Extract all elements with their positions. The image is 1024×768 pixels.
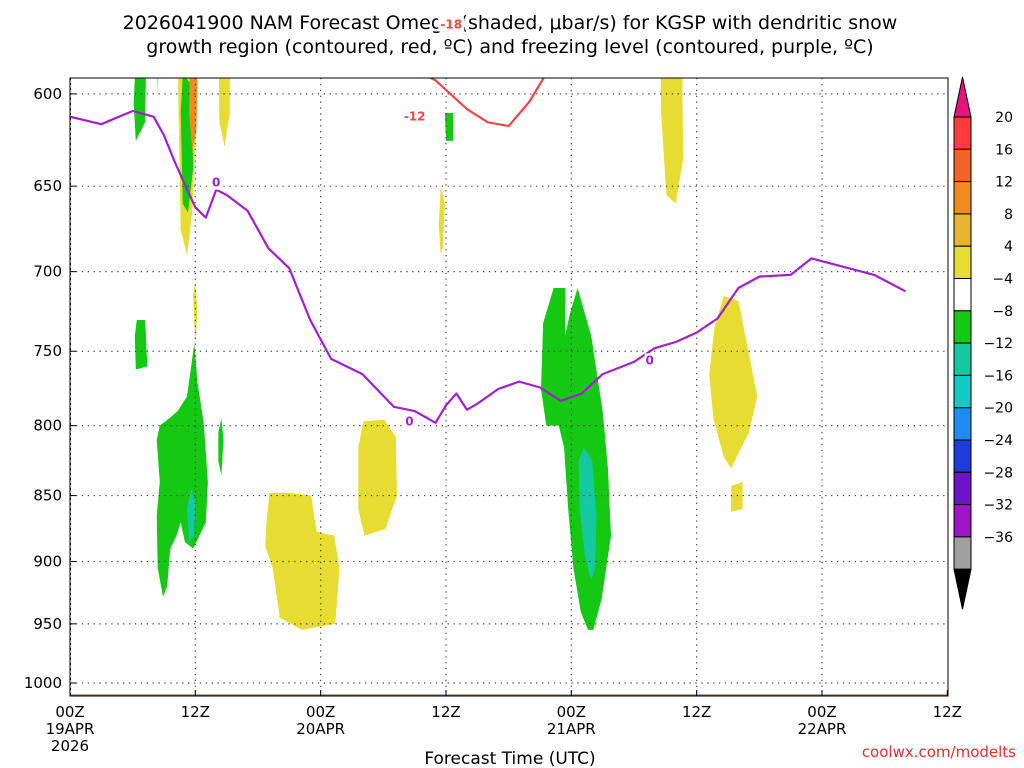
omega-region — [134, 320, 148, 370]
omega-region — [133, 78, 146, 141]
colorbar-swatch — [953, 471, 972, 506]
colorbar-label: −4 — [992, 272, 1013, 288]
y-tick-label: 850 — [33, 487, 62, 505]
x-tick-year: 2026 — [51, 737, 89, 755]
colorbar-swatch — [953, 148, 972, 183]
contour-label-bg — [404, 414, 415, 429]
contour-label: 0 — [212, 176, 220, 190]
colorbar-label: −36 — [983, 530, 1013, 546]
y-tick-label: 950 — [33, 615, 62, 633]
omega-region — [265, 492, 340, 630]
colorbar-label: 16 — [995, 142, 1013, 158]
colorbar-swatch — [953, 116, 972, 150]
omega-region — [187, 488, 196, 543]
contour-label: 0 — [645, 353, 653, 367]
x-tick-label: 12Z — [682, 703, 711, 721]
omega-region — [218, 78, 230, 147]
y-tick-label: 600 — [33, 85, 62, 103]
ground-layer — [70, 694, 948, 696]
contour-label: -18 — [440, 18, 462, 32]
colorbar-swatch — [953, 374, 972, 409]
x-tick-label: 12Z — [431, 703, 460, 721]
colorbar-swatch — [953, 407, 972, 441]
chart-title-line-1: 2026041900 NAM Forecast Omega (shaded, μ… — [123, 12, 898, 34]
omega-region — [578, 447, 597, 581]
temperature-contours — [70, 78, 907, 424]
grid-lines — [70, 78, 948, 696]
y-tick-label: 650 — [33, 177, 62, 195]
omega-region — [444, 112, 454, 141]
colorbar-swatch — [953, 278, 972, 312]
colorbar: 20 16 12 8 4 −4 −8 −12 −16 −20 −24 −28 −32 −36 — [953, 76, 1013, 610]
colorbar-label: −32 — [983, 498, 1013, 514]
chart-title-line-2: growth region (contoured, red, ºC) and f… — [146, 36, 873, 58]
colorbar-swatch — [953, 213, 972, 247]
omega-region — [438, 186, 445, 256]
contour-label: 0 — [405, 414, 413, 428]
y-tick-label: 1000 — [24, 674, 62, 692]
plot-frame — [69, 77, 949, 697]
pressure-axis: 2503003504004505005506006507007508008509… — [24, 0, 76, 692]
contour-line — [428, 78, 545, 128]
omega-region — [157, 78, 159, 94]
colorbar-top-arrow — [953, 76, 972, 118]
x-tick-label: 00Z — [807, 703, 836, 721]
contour-label: -12 — [404, 110, 426, 124]
ground-fill — [70, 694, 948, 696]
colorbar-swatch — [953, 536, 972, 570]
contour-label-bg — [644, 353, 655, 368]
colorbar-label: −24 — [983, 433, 1013, 449]
contour-line — [70, 109, 907, 424]
colorbar-label: 20 — [995, 110, 1013, 126]
x-tick-label: 00Z — [306, 703, 335, 721]
colorbar-label: −20 — [983, 401, 1013, 417]
x-tick-date: 22APR — [798, 720, 847, 738]
colorbar-swatch — [953, 181, 972, 215]
y-tick-label: 800 — [33, 417, 62, 435]
omega-region — [193, 279, 198, 344]
y-tick-label: 750 — [33, 342, 62, 360]
x-tick-label: 12Z — [181, 703, 210, 721]
colorbar-label: 4 — [1004, 239, 1013, 255]
colorbar-label: 8 — [1004, 207, 1013, 223]
colorbar-swatch — [953, 245, 972, 279]
colorbar-label: −28 — [983, 465, 1013, 481]
x-tick-date: 20APR — [296, 720, 345, 738]
x-tick-date: 21APR — [547, 720, 596, 738]
x-tick-label: 12Z — [933, 703, 962, 721]
x-axis-label: Forecast Time (UTC) — [424, 749, 595, 768]
colorbar-label: 12 — [995, 175, 1013, 191]
x-tick-label: 00Z — [55, 703, 84, 721]
colorbar-label: −16 — [983, 368, 1013, 384]
contour-label-bg — [401, 109, 428, 124]
colorbar-label: −12 — [983, 336, 1013, 352]
y-tick-label: 700 — [33, 263, 62, 281]
omega-region — [358, 419, 397, 536]
omega-region — [709, 296, 758, 469]
contour-label-bg — [438, 17, 465, 32]
y-tick-label: 550 — [33, 0, 62, 3]
x-tick-date: 19APR — [46, 720, 95, 738]
omega-region — [660, 78, 684, 204]
colorbar-swatch — [953, 504, 972, 538]
colorbar-label: −8 — [992, 304, 1013, 320]
omega-region — [731, 481, 743, 512]
colorbar-swatch — [953, 310, 972, 344]
omega-region — [218, 418, 224, 475]
colorbar-bottom-arrow — [953, 568, 972, 610]
contour-label-bg — [211, 175, 222, 190]
colorbar-swatch — [953, 342, 972, 376]
credit-text: coolwx.com/modelts — [862, 743, 1016, 761]
y-tick-label: 900 — [33, 552, 62, 570]
plot-background — [70, 78, 948, 696]
colorbar-swatch — [953, 439, 972, 473]
x-tick-label: 00Z — [557, 703, 586, 721]
omega-shading — [133, 78, 758, 630]
